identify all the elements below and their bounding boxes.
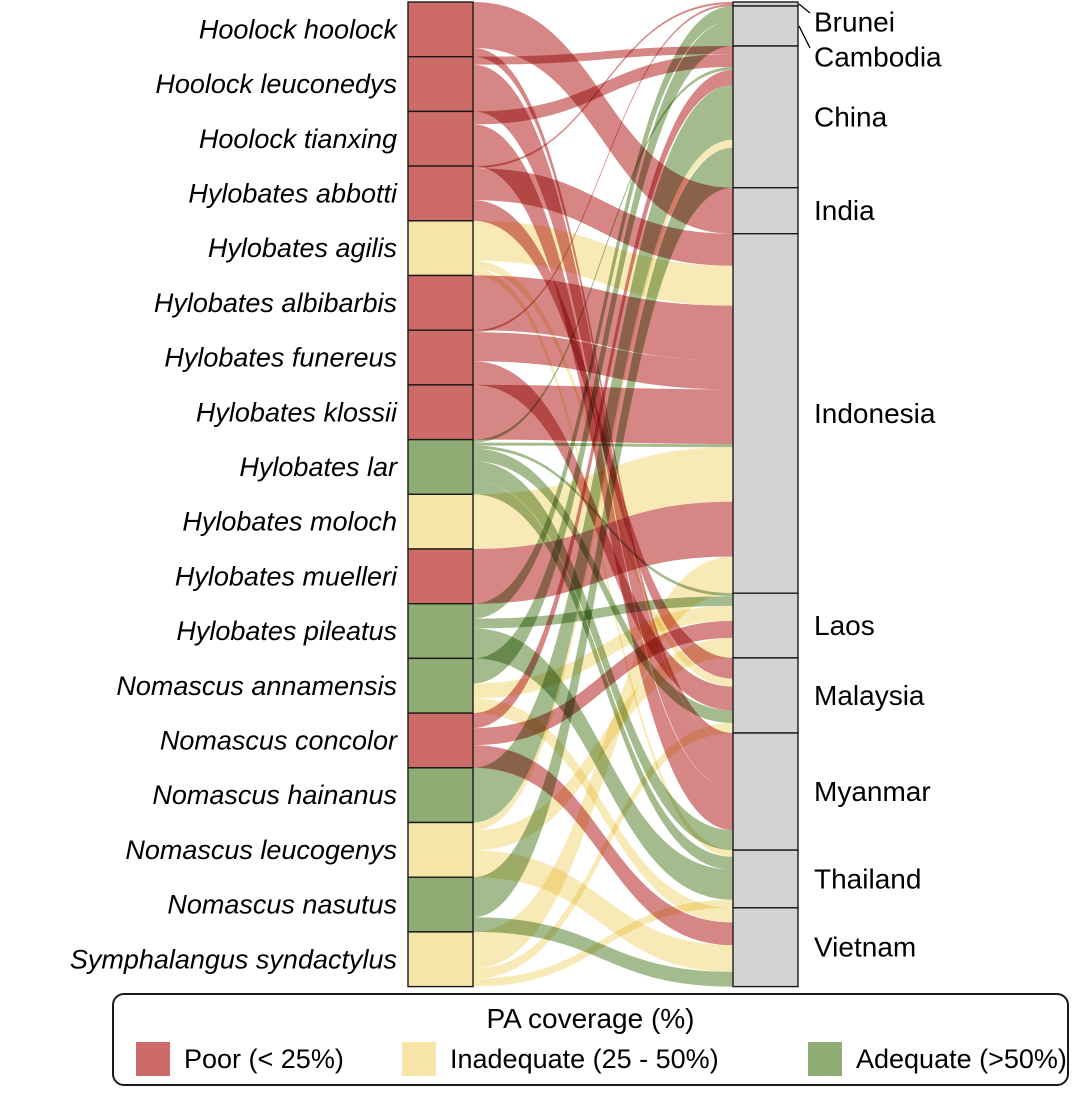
flow-nomascus-concolor-to-china [473,70,733,729]
species-node-nomascus-concolor [407,712,474,769]
country-label-india: India [814,195,875,226]
flow-nomascus-hainanus-to-china [473,85,733,823]
species-node-hylobates-moloch [407,493,474,550]
species-node-hylobates-abbotti [407,165,474,222]
species-label-nomascus-nasutus: Nomascus nasutus [167,890,397,920]
flow-hylobates-klossii-to-indonesia [473,384,733,445]
species-node-hylobates-klossii [407,384,474,441]
flow-hylobates-funereus-to-brunei [473,4,733,333]
flow-nomascus-leucogenys-to-vietnam [473,850,733,972]
species-node-hylobates-lar [407,438,474,496]
country-node-indonesia [732,232,799,594]
species-node-hylobates-funereus [407,329,474,386]
species-label-hylobates-funereus: Hylobates funereus [164,343,397,373]
country-label-china: China [814,101,888,132]
country-node-laos [732,592,799,659]
species-label-nomascus-hainanus: Nomascus hainanus [152,780,397,810]
poor-swatch-icon [136,1042,170,1076]
country-node-malaysia [732,657,799,734]
country-label-malaysia: Malaysia [814,680,925,711]
species-label-hylobates-klossii: Hylobates klossii [196,397,398,427]
legend-item-poor-label: Poor (< 25%) [184,1043,344,1074]
flow-nomascus-concolor-to-vietnam [473,745,733,946]
flow-hylobates-lar-to-china [473,67,733,443]
species-node-nomascus-hainanus [407,767,474,824]
flow-nomascus-concolor-to-laos [473,620,733,746]
species-node-hylobates-albibarbis [407,274,474,331]
species-label-hylobates-moloch: Hylobates moloch [182,507,397,537]
legend-item-inadequate: Inadequate (25 - 50%) [402,1042,719,1076]
species-label-nomascus-concolor: Nomascus concolor [160,725,398,755]
flow-hylobates-moloch-to-indonesia [473,447,733,549]
species-label-nomascus-leucogenys: Nomascus leucogenys [125,835,397,865]
adequate-swatch-icon [808,1042,842,1076]
species-label-nomascus-annamensis: Nomascus annamensis [116,671,397,701]
country-label-laos: Laos [814,610,875,641]
species-label-symphalangus-syndactylus: Symphalangus syndactylus [70,944,397,974]
country-node-china [732,45,799,189]
country-column: Brunei Cambodia China India Indonesia Laos Mal… [732,1,942,988]
species-node-hoolock-tianxing [407,110,474,167]
legend-item-adequate: Adequate (>50%) [808,1042,1067,1076]
legend-item-inadequate-label: Inadequate (25 - 50%) [450,1043,719,1074]
species-column: Hoolock hoolock Hoolock leuconedys Hoolock… [70,1,474,988]
country-node-india [732,186,799,235]
species-node-nomascus-annamensis [407,657,474,714]
country-label-indonesia: Indonesia [814,398,936,429]
flow-nomascus-annamensis-to-cambodia [473,21,733,684]
flow-nomascus-annamensis-to-vietnam [473,698,733,923]
flow-hylobates-muelleri-to-indonesia [473,501,733,604]
flow-nomascus-nasutus-to-vietnam [473,917,733,987]
species-label-hoolock-tianxing: Hoolock tianxing [199,124,397,154]
legend-title: PA coverage (%) [486,1003,695,1034]
legend-item-adequate-label: Adequate (>50%) [856,1043,1067,1074]
species-node-hoolock-hoolock [407,1,474,58]
flow-hylobates-abbotti-to-brunei [473,2,733,169]
species-node-hylobates-pileatus [407,603,474,660]
flow-nomascus-leucogenys-to-china [473,139,733,831]
flow-symphalangus-syndactylus-to-malaysia [473,723,733,979]
flow-hylobates-pileatus-to-cambodia [473,6,733,619]
species-label-hoolock-hoolock: Hoolock hoolock [199,14,399,44]
species-label-hylobates-lar: Hylobates lar [239,452,398,482]
flow-symphalangus-syndactylus-to-thailand [473,899,733,987]
species-label-hylobates-pileatus: Hylobates pileatus [176,616,397,646]
species-node-symphalangus-syndactylus [407,931,474,988]
country-node-myanmar [732,732,799,851]
species-node-hoolock-leuconedys [407,56,474,113]
country-label-cambodia: Cambodia [814,42,942,73]
callout-line-brunei [798,3,811,14]
species-node-nomascus-leucogenys [407,821,474,878]
flow-nomascus-nasutus-to-china [473,147,733,918]
country-node-cambodia [732,5,799,47]
species-label-hoolock-leuconedys: Hoolock leuconedys [155,69,397,99]
sankey-flows [473,2,733,987]
callout-line-cambodia [798,25,811,49]
species-node-hylobates-muelleri [407,548,474,605]
country-node-thailand [732,849,799,909]
country-label-brunei: Brunei [814,7,895,38]
country-label-myanmar: Myanmar [814,776,931,807]
inadequate-swatch-icon [402,1042,436,1076]
species-label-hylobates-albibarbis: Hylobates albibarbis [154,288,397,318]
flow-hylobates-agilis-to-indonesia [473,220,733,306]
species-node-hylobates-agilis [407,220,474,277]
species-label-hylobates-muelleri: Hylobates muelleri [175,561,398,591]
species-label-hylobates-abbotti: Hylobates abbotti [188,178,398,208]
legend-box: PA coverage (%) Poor (< 25%) Inadequate … [112,993,1069,1086]
country-label-vietnam: Vietnam [814,932,916,963]
species-label-hylobates-agilis: Hylobates agilis [208,233,397,263]
country-label-thailand: Thailand [814,863,921,894]
flow-hylobates-lar-to-malaysia [473,448,733,723]
country-node-vietnam [732,907,799,988]
legend-item-poor: Poor (< 25%) [136,1042,344,1076]
flow-hoolock-leuconedys-to-china [473,46,733,65]
species-node-nomascus-nasutus [407,876,474,933]
flow-symphalangus-syndactylus-to-indonesia [473,556,733,969]
